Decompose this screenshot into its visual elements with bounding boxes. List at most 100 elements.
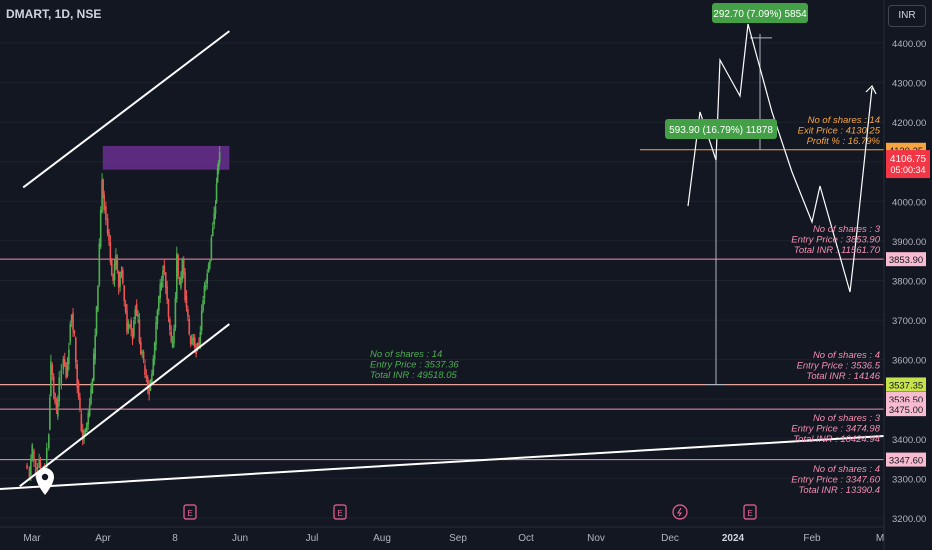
candle-body — [62, 358, 65, 370]
candle-body — [152, 358, 155, 375]
y-tick-label: 3900.00 — [892, 237, 926, 248]
candle-body — [112, 275, 114, 282]
candle-body — [192, 337, 195, 342]
candle-body — [166, 286, 168, 300]
candle-body — [106, 218, 109, 234]
candle-body — [51, 364, 54, 375]
candle-body — [99, 210, 102, 248]
x-tick-label: Oct — [518, 533, 534, 544]
current-price-label: 4106.75 — [890, 154, 927, 165]
candle-body — [169, 319, 171, 330]
x-tick-label: 8 — [172, 533, 178, 544]
y-tick-label: 4400.00 — [892, 39, 926, 50]
level-label: 3536.50 — [889, 395, 923, 406]
candle-body — [141, 351, 144, 353]
annotation-text: Total INR : 10424.94 — [793, 434, 880, 445]
annotation-text: No of shares : 3 — [813, 224, 881, 235]
candle-body — [173, 328, 175, 343]
candle-body — [189, 335, 192, 344]
current-price-badge — [886, 150, 930, 179]
annotation-text: Total INR : 49518.05 — [370, 370, 458, 381]
candle-body — [163, 265, 166, 272]
level-label: 3853.90 — [889, 255, 923, 266]
candle-body — [146, 377, 149, 389]
candle-body — [119, 272, 121, 287]
candle-body — [207, 264, 210, 272]
annotation-text: No of shares : 4 — [813, 350, 880, 361]
measure-label-bg — [712, 3, 808, 23]
candle-body — [202, 300, 204, 311]
candle-body — [155, 322, 157, 345]
candle-body — [120, 271, 123, 274]
candle-body — [54, 393, 56, 403]
y-tick-label: 4300.00 — [892, 79, 926, 90]
candle-body — [92, 353, 95, 381]
candle-body — [88, 404, 91, 417]
dividend-marker-icon — [672, 504, 688, 520]
candle-body — [188, 319, 191, 334]
candle-body — [182, 259, 185, 275]
event-label: E — [747, 509, 752, 518]
base-trendline — [0, 435, 885, 490]
annotation-text: Total INR : 14146 — [806, 371, 880, 382]
x-tick-label: Jul — [306, 533, 319, 544]
location-pin-icon — [36, 468, 54, 495]
candle-body — [156, 310, 159, 325]
candle-body — [213, 213, 215, 225]
candle-body — [91, 379, 94, 394]
annotation-text: No of shares : 4 — [813, 464, 880, 475]
level-label: 3475.00 — [889, 405, 923, 416]
event-label: E — [337, 509, 342, 518]
candle-body — [158, 296, 160, 311]
candle-body — [181, 258, 184, 280]
lower-trendline — [19, 323, 230, 488]
candle-body — [36, 467, 39, 471]
candle-body — [153, 342, 156, 360]
candle-body — [174, 297, 177, 328]
candle-body — [60, 369, 63, 386]
candle-body — [115, 255, 117, 265]
candle-body — [105, 206, 107, 220]
candle-body — [34, 460, 37, 476]
x-tick-label: Dec — [661, 533, 679, 544]
candle-body — [50, 361, 52, 397]
y-tick-label: 4000.00 — [892, 197, 926, 208]
x-tick-label: Jun — [232, 533, 248, 544]
candle-body — [151, 374, 153, 384]
candle-body — [58, 377, 61, 402]
candle-body — [148, 386, 150, 395]
candle-body — [63, 359, 66, 367]
candle-body — [76, 364, 78, 388]
y-tick-label: 3700.00 — [892, 316, 926, 327]
annotation-text: No of shares : 14 — [370, 349, 442, 360]
candle-body — [215, 183, 218, 203]
candle-body — [33, 450, 35, 462]
upper-trendline — [22, 30, 230, 189]
candle-body — [210, 237, 213, 259]
arrow-icon — [865, 84, 877, 95]
projection-path — [687, 23, 873, 293]
candle-body — [108, 232, 110, 241]
earnings-marker-icon: E — [183, 504, 197, 520]
candle-body — [95, 306, 98, 334]
candle-body — [117, 271, 120, 288]
candle-body — [128, 324, 131, 327]
candle-body — [205, 284, 207, 288]
candle-body — [144, 365, 146, 375]
candle-body — [142, 351, 145, 360]
x-tick-label: Apr — [95, 533, 111, 544]
annotation-text: Entry Price : 3474.98 — [791, 424, 880, 435]
level-label: 3347.60 — [889, 456, 923, 467]
currency-button[interactable]: INR — [888, 5, 926, 27]
earnings-marker-icon: E — [333, 504, 347, 520]
candle-body — [191, 341, 193, 345]
candle-body — [167, 299, 170, 317]
candle-body — [177, 255, 179, 277]
candle-body — [196, 343, 199, 351]
candle-body — [145, 375, 148, 378]
candle-body — [30, 458, 32, 476]
candle-body — [198, 342, 200, 346]
x-tick-label: Nov — [587, 533, 605, 544]
candle-body — [218, 152, 221, 163]
